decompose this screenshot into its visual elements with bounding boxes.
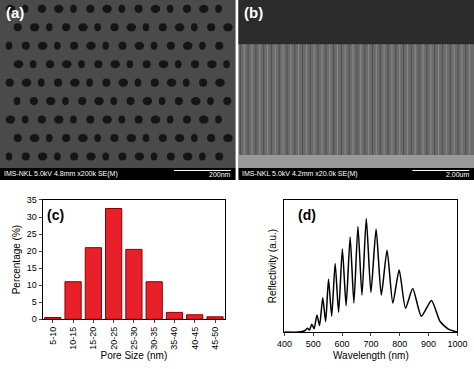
svg-text:20: 20: [27, 246, 37, 256]
svg-text:Pore Size (nm): Pore Size (nm): [101, 350, 168, 361]
svg-text:45-50: 45-50: [210, 327, 220, 350]
svg-text:Wavelength (nm): Wavelength (nm): [333, 350, 409, 361]
svg-text:(a): (a): [6, 4, 24, 21]
svg-text:40-45: 40-45: [190, 327, 200, 350]
svg-text:5: 5: [32, 297, 37, 307]
svg-text:25-30: 25-30: [129, 327, 139, 350]
svg-text:5-10: 5-10: [48, 327, 58, 345]
svg-text:600: 600: [335, 339, 350, 349]
svg-text:35: 35: [27, 195, 37, 205]
svg-text:(c): (c): [47, 207, 64, 223]
svg-text:500: 500: [306, 339, 321, 349]
svg-text:200nm: 200nm: [209, 171, 231, 178]
svg-text:15: 15: [27, 263, 37, 273]
svg-text:30: 30: [27, 212, 37, 222]
svg-text:10: 10: [27, 280, 37, 290]
svg-text:(b): (b): [244, 4, 263, 21]
svg-text:Percentage (%): Percentage (%): [11, 225, 22, 294]
svg-text:IMS-NKL 5.0kV 4.8mm x200k SE(M: IMS-NKL 5.0kV 4.8mm x200k SE(M): [4, 170, 118, 178]
svg-text:35-40: 35-40: [169, 327, 179, 350]
svg-text:1000: 1000: [447, 339, 467, 349]
svg-text:30-35: 30-35: [149, 327, 159, 350]
svg-text:IMS-NKL 5.0kV 4.2mm x20.0k SE(: IMS-NKL 5.0kV 4.2mm x20.0k SE(M): [242, 170, 358, 178]
svg-text:0: 0: [32, 314, 37, 324]
svg-text:2.00um: 2.00um: [446, 171, 470, 178]
svg-text:400: 400: [277, 339, 292, 349]
svg-text:(d): (d): [298, 207, 316, 223]
svg-text:Reflectivity (a.u.): Reflectivity (a.u.): [267, 229, 278, 303]
svg-text:800: 800: [392, 339, 407, 349]
svg-text:25: 25: [27, 229, 37, 239]
svg-text:700: 700: [363, 339, 378, 349]
svg-text:20-25: 20-25: [109, 327, 119, 350]
svg-text:15-20: 15-20: [88, 327, 98, 350]
svg-text:900: 900: [421, 339, 436, 349]
svg-text:10-15: 10-15: [68, 327, 78, 350]
